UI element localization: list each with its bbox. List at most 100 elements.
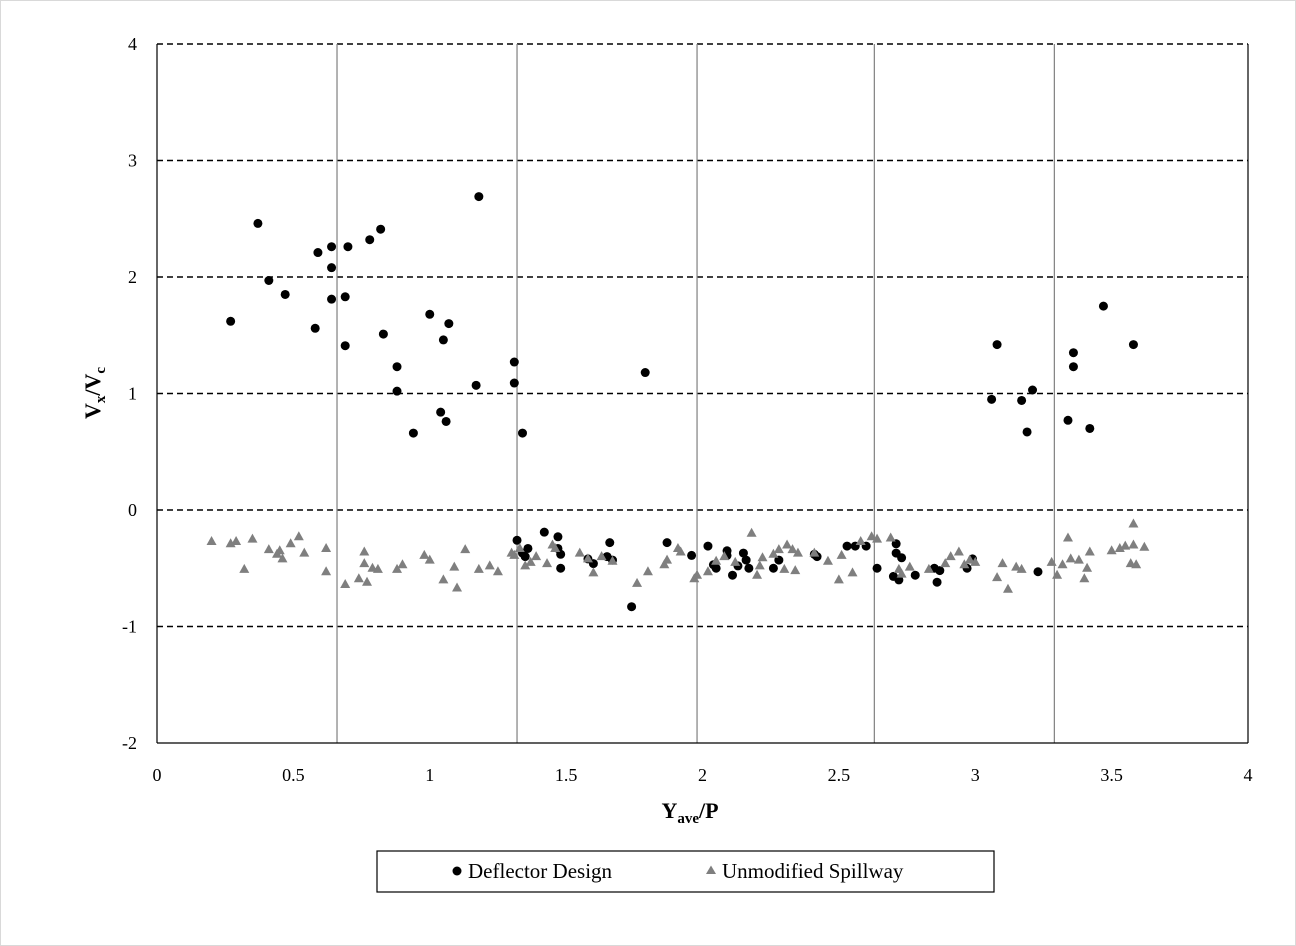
point-triangle <box>782 539 793 549</box>
point-triangle <box>607 555 618 565</box>
x-tick-label: 1 <box>425 765 434 785</box>
point-triangle <box>206 535 217 545</box>
point-circle <box>897 553 907 563</box>
point-triangle <box>790 565 801 575</box>
point-triangle <box>992 572 1003 582</box>
point-circle <box>517 428 527 438</box>
point-triangle <box>809 547 820 557</box>
point-triangle <box>438 574 449 584</box>
legend-label-unmodified-spillway: Unmodified Spillway <box>722 859 904 883</box>
point-triangle <box>492 566 503 576</box>
point-triangle <box>1139 541 1150 551</box>
point-triangle <box>596 551 607 561</box>
point-triangle <box>885 532 896 542</box>
point-triangle <box>359 558 370 568</box>
point-triangle <box>321 542 332 552</box>
point-triangle <box>1079 573 1090 583</box>
point-circle <box>1033 567 1043 577</box>
point-circle <box>553 532 563 542</box>
point-circle <box>1022 427 1032 437</box>
x-tick-label: 4 <box>1244 765 1253 785</box>
point-triangle <box>520 560 531 570</box>
point-triangle <box>231 535 242 545</box>
point-circle <box>774 555 784 565</box>
point-circle <box>1098 301 1108 311</box>
point-circle <box>509 357 519 367</box>
point-triangle <box>542 558 553 568</box>
point-circle <box>226 316 236 326</box>
x-tick-label: 0.5 <box>282 765 305 785</box>
x-tick-label: 3 <box>971 765 980 785</box>
point-triangle <box>362 576 373 586</box>
x-tick-label: 1.5 <box>555 765 578 785</box>
point-triangle <box>1084 546 1095 556</box>
point-circle <box>444 319 454 329</box>
point-triangle <box>872 533 883 543</box>
legend-box <box>376 850 995 893</box>
point-circle <box>441 416 451 426</box>
point-triangle <box>833 574 844 584</box>
point-triangle <box>452 582 463 592</box>
point-circle <box>509 378 519 388</box>
point-triangle <box>675 546 686 556</box>
point-triangle <box>940 558 951 568</box>
legend-label-deflector-design: Deflector Design <box>468 859 613 883</box>
y-tick-labels: -2 -1 0 1 2 3 4 <box>122 34 137 753</box>
point-circle <box>474 192 484 202</box>
point-triangle <box>1073 554 1084 564</box>
point-circle <box>891 539 901 549</box>
point-circle <box>1085 423 1095 433</box>
point-circle <box>605 538 615 548</box>
point-circle <box>343 242 353 252</box>
series-deflector-design <box>226 192 1138 612</box>
y-tick-label: 0 <box>128 500 137 520</box>
point-circle <box>327 294 337 304</box>
point-triangle <box>293 531 304 541</box>
point-triangle <box>773 544 784 554</box>
point-circle <box>910 570 920 580</box>
point-circle <box>768 563 778 573</box>
legend-marker-deflector-design <box>452 866 462 876</box>
x-axis-title: Yave/P <box>661 798 718 827</box>
point-triangle <box>484 560 495 570</box>
point-triangle <box>460 544 471 554</box>
point-triangle <box>473 563 484 573</box>
point-triangle <box>855 535 866 545</box>
point-circle <box>1068 362 1078 372</box>
point-circle <box>738 548 748 558</box>
y-tick-label: -2 <box>122 733 137 753</box>
point-triangle <box>730 556 741 566</box>
point-triangle <box>945 551 956 561</box>
point-triangle <box>340 579 351 589</box>
point-triangle <box>1046 556 1057 566</box>
x-tick-labels: 0 0.5 1 1.5 2 2.5 3 3.5 4 <box>153 765 1253 785</box>
point-triangle <box>1011 561 1022 571</box>
y-tick-label: -1 <box>122 617 137 637</box>
point-triangle <box>757 552 768 562</box>
point-triangle <box>392 563 403 573</box>
point-circle <box>932 577 942 587</box>
point-circle <box>1017 395 1027 405</box>
point-triangle <box>321 566 332 576</box>
point-triangle <box>1062 532 1073 542</box>
point-circle <box>894 575 904 585</box>
point-triangle <box>1106 545 1117 555</box>
point-triangle <box>768 548 779 558</box>
point-triangle <box>1114 542 1125 552</box>
point-circle <box>310 323 320 333</box>
point-circle <box>471 380 481 390</box>
point-circle <box>627 602 637 612</box>
point-triangle <box>582 553 593 563</box>
point-triangle <box>353 573 364 583</box>
point-circle <box>687 550 697 560</box>
data-points <box>206 192 1150 612</box>
point-circle <box>992 340 1002 350</box>
point-triangle <box>779 563 790 573</box>
point-triangle <box>1052 569 1063 579</box>
point-circle <box>340 292 350 302</box>
point-triangle <box>659 559 670 569</box>
point-triangle <box>632 577 643 587</box>
point-circle <box>376 224 386 234</box>
point-triangle <box>239 563 250 573</box>
